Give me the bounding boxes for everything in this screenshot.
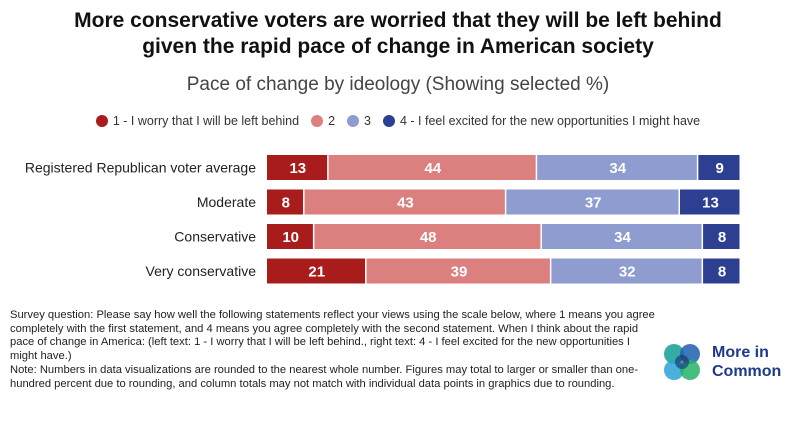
legend-label-4: 4 - I feel excited for the new opportuni… — [399, 114, 701, 128]
data-label: 21 — [308, 264, 325, 281]
legend-item-3: 3 — [347, 114, 371, 128]
logo-text: More in Common — [712, 343, 781, 381]
data-label: 13 — [289, 160, 306, 177]
legend-label-1: 1 - I worry that I will be left behind — [112, 114, 300, 128]
bar-segment-1 — [267, 189, 304, 215]
bar-segment-3 — [551, 258, 702, 284]
data-label: 44 — [425, 160, 442, 177]
footnote: Survey question: Please say how well the… — [10, 309, 658, 391]
bar-segment-3 — [537, 155, 697, 180]
bar-segment-2 — [314, 224, 541, 249]
data-label: 8 — [718, 264, 726, 281]
bar-segment-4 — [703, 258, 740, 284]
bar-segment-1 — [267, 224, 313, 249]
chart-subtitle: Pace of change by ideology (Showing sele… — [186, 74, 610, 95]
more-in-common-logo: More in Common — [660, 340, 781, 384]
category-label: Very conservative — [146, 263, 257, 279]
category-label: Moderate — [197, 194, 256, 210]
data-label: 8 — [282, 195, 290, 212]
data-label: 34 — [609, 160, 626, 177]
data-label: 13 — [702, 195, 719, 212]
bar-segment-4 — [698, 155, 740, 180]
legend-swatch-2 — [311, 115, 324, 127]
survey-question: Survey question: Please say how well the… — [10, 309, 655, 363]
rounding-note: Note: Numbers in data visualizations are… — [10, 363, 639, 390]
category-label: Registered Republican voter average — [25, 160, 256, 176]
bar-segment-1 — [267, 155, 328, 180]
chart-title: More conservative voters are worried tha… — [0, 8, 796, 60]
title-line-2: given the rapid pace of change in Americ… — [142, 35, 654, 58]
legend-swatch-1 — [95, 115, 108, 127]
data-label: 34 — [614, 229, 631, 246]
title-line-1: More conservative voters are worried tha… — [74, 9, 722, 32]
data-label: 39 — [451, 264, 468, 281]
logo-line-1: More in — [712, 344, 769, 361]
legend-item-1: 1 - I worry that I will be left behind — [95, 114, 300, 128]
data-label: 37 — [585, 195, 602, 212]
logo-line-2: Common — [712, 363, 782, 380]
bar-segment-1 — [267, 258, 366, 284]
data-label: 10 — [282, 229, 299, 246]
data-label: 48 — [420, 229, 437, 246]
legend: 1 - I worry that I will be left behind 2… — [0, 114, 796, 128]
data-label: 9 — [715, 160, 723, 177]
logo-circles-icon — [664, 344, 700, 380]
legend-swatch-4 — [382, 115, 395, 127]
bar-segment-4 — [703, 224, 740, 249]
bar-segment-2 — [304, 189, 505, 215]
bar-segment-2 — [328, 155, 536, 180]
data-label: 32 — [619, 264, 636, 281]
legend-label-2: 2 — [328, 114, 336, 128]
legend-swatch-3 — [347, 115, 360, 127]
legend-item-4: 4 - I feel excited for the new opportuni… — [382, 114, 701, 128]
bar-segment-2 — [366, 258, 550, 284]
bar-segment-4 — [679, 189, 740, 215]
data-label: 43 — [397, 195, 414, 212]
category-label: Conservative — [174, 229, 256, 245]
stacked-bar-chart: Registered Republican voter average 13 44 3… — [25, 155, 740, 284]
legend-item-2: 2 — [311, 114, 335, 128]
bar-segment-3 — [541, 224, 702, 249]
data-label: 8 — [718, 229, 726, 246]
legend-label-3: 3 — [364, 114, 371, 128]
bar-segment-3 — [506, 189, 679, 215]
